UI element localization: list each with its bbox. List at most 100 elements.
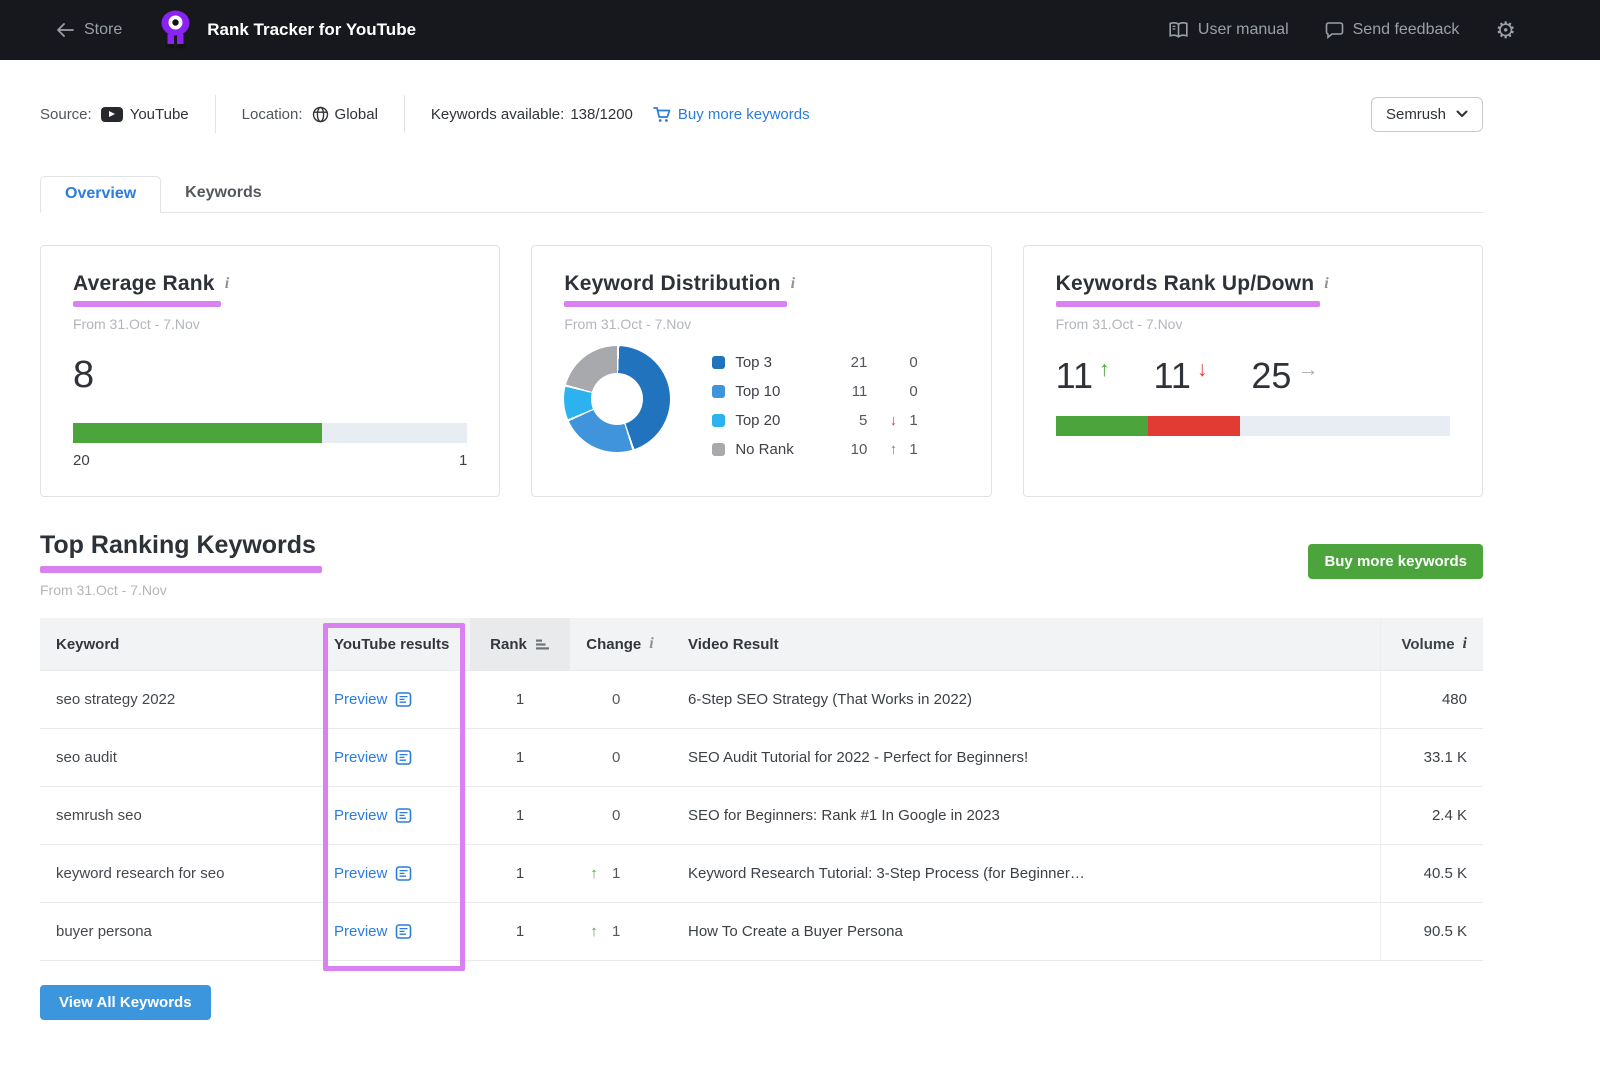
change-cell: ↑ 1: [570, 903, 670, 960]
rank-cell: 1: [515, 865, 525, 882]
preview-link[interactable]: Preview: [334, 749, 412, 766]
header-rank[interactable]: Rank: [470, 618, 570, 670]
video-result-cell: How To Create a Buyer Persona: [688, 923, 903, 940]
bar-segment-down: [1147, 416, 1241, 436]
preview-label: Preview: [334, 691, 388, 708]
video-result-cell: 6-Step SEO Strategy (That Works in 2022): [688, 691, 973, 708]
preview-window-icon: [395, 865, 412, 882]
change-value: 0: [612, 749, 621, 766]
table-body: seo strategy 2022 Preview 1 0 6-Step SEO…: [40, 670, 1483, 961]
change-cell: 0: [570, 671, 670, 728]
table-row: keyword research for seo Preview 1 ↑ 1 K…: [40, 844, 1483, 902]
source-value: YouTube: [129, 105, 189, 123]
youtube-results-cell: Preview: [325, 787, 470, 844]
header-volume-label: Volume: [1401, 635, 1455, 653]
volume-cell: 2.4 K: [1380, 787, 1483, 844]
info-icon[interactable]: i: [790, 275, 796, 292]
change-cell: 0: [570, 787, 670, 844]
topbar: Store Rank Tracker for YouTube: [0, 0, 1600, 60]
average-rank-card: Average Rank i From 31.Oct - 7.Nov 8 20 …: [40, 245, 501, 497]
header-keyword: Keyword: [56, 635, 120, 653]
bar-segment-up: [1055, 416, 1148, 436]
tab-bar: Overview Keywords: [40, 176, 1483, 213]
cart-icon: [653, 106, 671, 123]
preview-label: Preview: [334, 807, 388, 824]
info-icon[interactable]: i: [224, 275, 230, 292]
preview-link[interactable]: Preview: [334, 691, 412, 708]
preview-link[interactable]: Preview: [334, 923, 412, 940]
buy-more-keywords-link[interactable]: Buy more keywords: [653, 106, 810, 123]
legend-label: No Rank: [735, 441, 794, 458]
video-result-cell: Keyword Research Tutorial: 3-Step Proces…: [688, 865, 1085, 882]
preview-window-icon: [395, 923, 412, 940]
change-cell: ↑ 1: [570, 845, 670, 902]
right-arrow-icon: →: [1297, 358, 1319, 381]
legend-value: 10: [850, 441, 868, 458]
back-arrow-icon: [56, 23, 74, 37]
date-range: From 31.Oct - 7.Nov: [73, 316, 200, 332]
legend-item: Top 20 5 ↓ 1: [712, 406, 929, 435]
buy-more-keywords-label: Buy more keywords: [677, 105, 810, 123]
change-value: 1: [612, 865, 621, 882]
stat-rank-up: 11 ↑: [1056, 356, 1110, 396]
view-all-keywords-button[interactable]: View All Keywords: [40, 985, 211, 1020]
legend-swatch: [712, 443, 726, 456]
keyword-cell: buyer persona: [56, 923, 152, 940]
legend-change-value: 1: [909, 412, 918, 429]
rank-unchanged-value: 25: [1251, 355, 1292, 396]
settings-gear-icon[interactable]: ⚙: [1495, 16, 1516, 43]
back-to-store-button[interactable]: Store: [56, 21, 122, 39]
keyword-distribution-card: Keyword Distribution i From 31.Oct - 7.N…: [531, 245, 992, 497]
legend-change-arrow-icon: ↑: [889, 441, 898, 458]
preview-label: Preview: [334, 923, 388, 940]
buy-more-keywords-button[interactable]: Buy more keywords: [1308, 544, 1483, 579]
table-row: semrush seo Preview 1 0 SEO for Beginner…: [40, 786, 1483, 844]
rank-up-down-bar: [1055, 416, 1450, 436]
change-cell: 0: [570, 729, 670, 786]
send-feedback-label: Send feedback: [1352, 21, 1460, 38]
legend-change-value: 0: [909, 383, 918, 400]
toolbar: Source: YouTube Location: Global Keyword…: [40, 94, 1483, 134]
user-manual-button[interactable]: User manual: [1168, 21, 1289, 39]
date-range: From 31.Oct - 7.Nov: [564, 316, 692, 332]
youtube-results-cell: Preview: [325, 903, 470, 960]
account-dropdown[interactable]: Semrush: [1370, 96, 1483, 132]
rank-up-down-title: Keywords Rank Up/Down: [1055, 272, 1315, 295]
preview-link[interactable]: Preview: [334, 807, 412, 824]
annotation-underline: [1055, 301, 1321, 307]
keyword-cell: keyword research for seo: [56, 865, 225, 882]
table-row: buyer persona Preview 1 ↑ 1 How To Creat…: [40, 902, 1483, 960]
legend-swatch: [712, 356, 726, 369]
keyword-cell: semrush seo: [56, 807, 142, 824]
tab-overview[interactable]: Overview: [40, 176, 162, 213]
keywords-available-value: 138/1200: [570, 105, 633, 123]
date-range: From 31.Oct - 7.Nov: [1055, 316, 1183, 332]
rank-up-down-card: Keywords Rank Up/Down i From 31.Oct - 7.…: [1022, 245, 1483, 497]
keyword-cell: seo audit: [56, 749, 117, 766]
info-icon[interactable]: i: [1324, 275, 1329, 292]
summary-cards: Average Rank i From 31.Oct - 7.Nov 8 20 …: [40, 245, 1483, 497]
stat-rank-unchanged: 25 →: [1251, 356, 1318, 396]
scale-left-label: 20: [73, 452, 90, 469]
preview-label: Preview: [334, 865, 388, 882]
tab-keywords[interactable]: Keywords: [185, 184, 262, 201]
send-feedback-button[interactable]: Send feedback: [1325, 21, 1460, 39]
keywords-table: Keyword YouTube results Rank Change i Vi…: [40, 618, 1483, 971]
annotation-underline: [40, 566, 322, 573]
book-icon: [1168, 21, 1189, 39]
legend-label: Top 3: [735, 354, 773, 371]
preview-link[interactable]: Preview: [334, 865, 412, 882]
stat-rank-down: 11 ↓: [1154, 356, 1208, 396]
average-rank-value: 8: [73, 354, 95, 396]
info-icon[interactable]: i: [1462, 635, 1467, 652]
video-result-cell: SEO for Beginners: Rank #1 In Google in …: [688, 807, 1000, 824]
info-icon[interactable]: i: [649, 635, 654, 652]
date-range: From 31.Oct - 7.Nov: [40, 582, 167, 598]
change-value: 0: [612, 691, 621, 708]
legend-change-value: 1: [909, 441, 918, 458]
average-rank-title: Average Rank: [73, 272, 215, 295]
rank-up-value: 11: [1055, 355, 1094, 396]
sort-icon[interactable]: [535, 638, 550, 651]
change-arrow-icon: ↑: [590, 923, 598, 940]
table-header: Keyword YouTube results Rank Change i Vi…: [40, 618, 1483, 670]
